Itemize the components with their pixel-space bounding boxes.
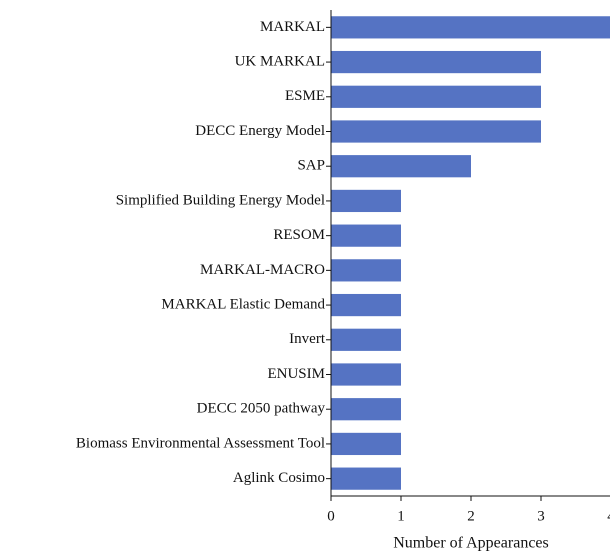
y-tick-label: SAP [297, 158, 325, 174]
bar [331, 16, 610, 39]
y-tick-label: RESOM [273, 227, 325, 243]
bar [331, 293, 401, 317]
bar [331, 328, 401, 351]
bar [331, 398, 401, 421]
bar [331, 432, 401, 456]
bar [331, 224, 401, 247]
x-tick-label: 2 [467, 508, 475, 524]
x-tick-label: 4 [607, 508, 610, 524]
bar [331, 85, 541, 108]
y-tick-label: MARKAL-MACRO [200, 262, 325, 278]
x-tick-label: 3 [537, 508, 545, 524]
y-tick-label: DECC Energy Model [195, 123, 325, 139]
bar [331, 259, 401, 282]
y-tick-label: Aglink Cosimo [233, 470, 325, 486]
y-tick-label: DECC 2050 pathway [197, 401, 326, 417]
y-tick-label: Invert [289, 331, 326, 347]
y-tick-label: MARKAL [260, 19, 325, 35]
x-tick-label: 1 [397, 508, 405, 524]
bar [331, 50, 541, 74]
y-tick-label: ESME [285, 88, 325, 104]
bar [331, 467, 401, 490]
y-tick-label: MARKAL Elastic Demand [161, 297, 325, 313]
y-tick-label: Simplified Building Energy Model [116, 192, 325, 208]
y-tick-label: Biomass Environmental Assessment Tool [76, 435, 325, 451]
bar [331, 155, 471, 178]
x-axis-label: Number of Appearances [393, 535, 549, 552]
y-tick-label: UK MARKAL [235, 54, 325, 70]
bar [331, 120, 541, 143]
x-tick-label: 0 [327, 508, 335, 524]
bar [331, 363, 401, 386]
bar [331, 189, 401, 213]
y-tick-label: ENUSIM [267, 366, 325, 382]
